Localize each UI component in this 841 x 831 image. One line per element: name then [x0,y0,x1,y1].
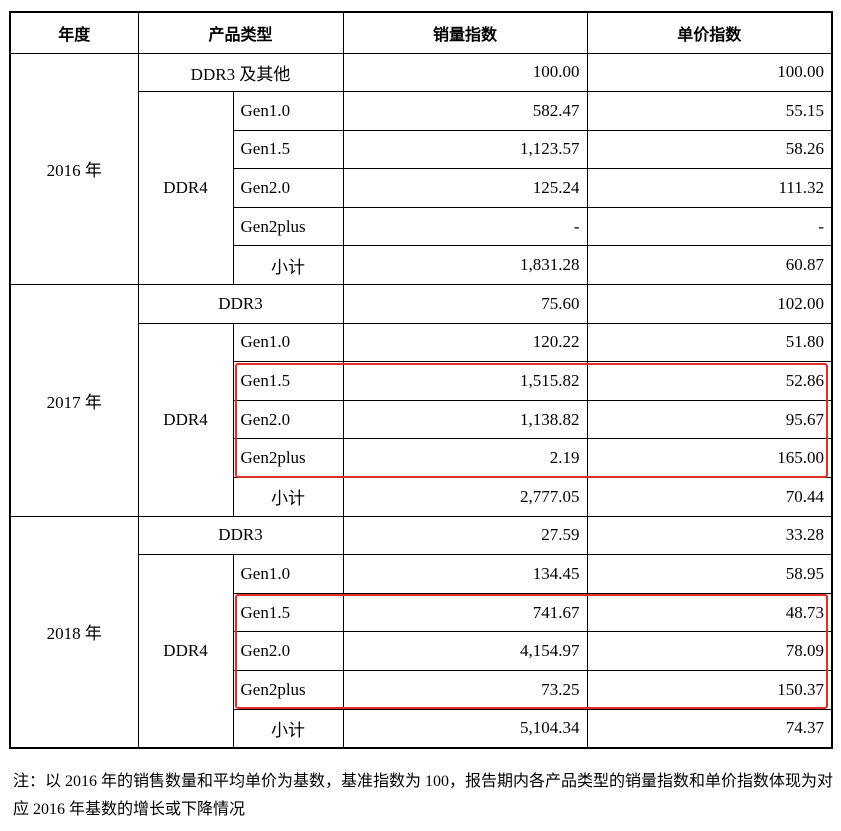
price-value: 165.00 [586,438,833,479]
table-row: Gen2plus 2.19 165.00 [10,438,833,479]
product-ddr3: DDR3 及其他 [137,52,344,93]
price-value: 58.95 [586,554,833,594]
sales-value: 27.59 [342,515,588,556]
sales-value: 120.22 [342,322,588,363]
product-gen: Gen2.0 [232,631,344,671]
header-row: 年度 产品类型 销量指数 单价指数 [9,11,833,54]
table-row: 2018 年 DDR3 27.59 33.28 [9,515,833,749]
price-value: 111.32 [586,168,833,208]
sales-value: 75.60 [342,284,588,324]
header-product-type: 产品类型 [137,11,344,54]
table-row: DDR4 Gen1.0 120.22 51.80 [10,322,833,517]
footnote: 注：以 2016 年的销售数量和平均单价为基数，基准指数为 100，报告期内各产… [13,773,834,818]
table-row: DDR4 Gen1.0 582.47 55.15 [10,91,833,286]
product-gen: Gen1.5 [232,361,344,401]
table-row: Gen2plus - - [10,206,833,247]
product-gen: Gen1.5 [232,592,344,633]
sales-value: 1,831.28 [342,245,588,286]
product-gen: Gen1.0 [232,554,344,594]
sales-value: - [342,206,588,247]
year-cell: 2016 年 [9,52,139,286]
product-gen: Gen2.0 [232,168,344,208]
group-ddr4: DDR4 [137,91,234,286]
price-value: 55.15 [586,91,833,131]
price-value: 70.44 [586,477,833,517]
product-ddr3: DDR3 [137,284,344,324]
product-gen: Gen2.0 [232,399,344,440]
sales-value: 1,123.57 [342,129,588,170]
table-row: Gen1.5 1,515.82 52.86 [10,361,833,401]
price-value: 150.37 [586,670,833,710]
price-value: 51.80 [586,322,833,363]
group-ddr4: DDR4 [137,554,234,749]
product-gen: Gen1.5 [232,129,344,170]
header-year: 年度 [9,11,139,54]
product-gen: Gen1.0 [232,91,344,131]
table-row: Gen2.0 4,154.97 78.09 [10,631,833,671]
header-price-index: 单价指数 [586,11,833,54]
sales-value: 2,777.05 [342,477,588,517]
price-value: 33.28 [586,515,833,556]
price-value: 48.73 [586,592,833,633]
sales-value: 1,138.82 [342,399,588,440]
table-body: 2016 年 DDR3 及其他 100.00 100.00 DDR4 Gen1.0 582.… [9,52,833,749]
index-table: 年度 产品类型 销量指数 单价指数 2016 年 DDR3 及其他 100.00 10… [9,11,834,749]
year-cell: 2017 年 [9,284,139,517]
table-row: DDR4 Gen1.0 134.45 58.95 [10,554,833,749]
sales-value: 134.45 [342,554,588,594]
subtotal-row: 小计 1,831.28 60.87 [10,245,833,286]
subtotal-label: 小计 [232,477,344,517]
price-value: 58.26 [586,129,833,170]
header-sales-index: 销量指数 [342,11,588,54]
price-value: 100.00 [586,52,833,93]
subtotal-label: 小计 [232,245,344,286]
table-row: Gen1.5 741.67 48.73 [10,592,833,633]
group-ddr4: DDR4 [137,322,234,517]
price-value: 78.09 [586,631,833,671]
sales-value: 582.47 [342,91,588,131]
table-row: Gen2.0 125.24 111.32 [10,168,833,208]
product-gen: Gen2plus [232,206,344,247]
year-cell: 2018 年 [9,515,139,749]
sales-value: 1,515.82 [342,361,588,401]
table-row: 2017 年 DDR3 75.60 102.00 [9,284,833,517]
sales-value: 100.00 [342,52,588,93]
price-value: 60.87 [586,245,833,286]
sales-value: 73.25 [342,670,588,710]
table-row: 2016 年 DDR3 及其他 100.00 100.00 [9,52,833,286]
sales-value: 5,104.34 [342,708,588,749]
sales-value: 4,154.97 [342,631,588,671]
subtotal-row: 小计 5,104.34 74.37 [10,708,833,749]
product-gen: Gen2plus [232,670,344,710]
sales-value: 125.24 [342,168,588,208]
subtotal-row: 小计 2,777.05 70.44 [10,477,833,517]
sales-value: 2.19 [342,438,588,479]
product-gen: Gen2plus [232,438,344,479]
product-gen: Gen1.0 [232,322,344,363]
price-value: 52.86 [586,361,833,401]
price-value: 74.37 [586,708,833,749]
subtotal-label: 小计 [232,708,344,749]
sales-value: 741.67 [342,592,588,633]
price-value: - [586,206,833,247]
price-value: 102.00 [586,284,833,324]
product-ddr3: DDR3 [137,515,344,556]
table-row: Gen1.5 1,123.57 58.26 [10,129,833,170]
price-value: 95.67 [586,399,833,440]
